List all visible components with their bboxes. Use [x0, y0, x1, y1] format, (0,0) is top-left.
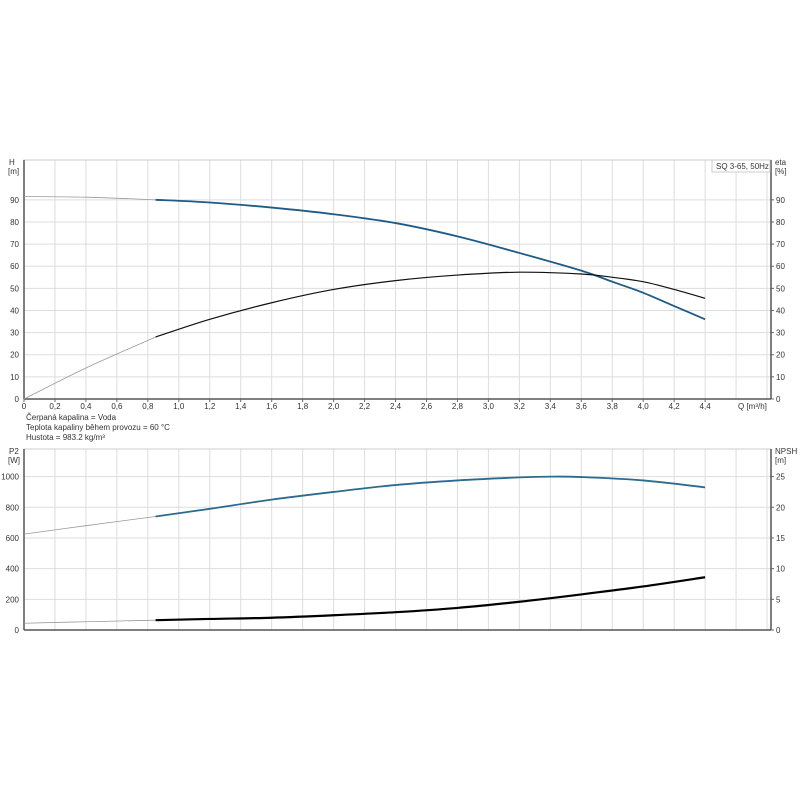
- x-tick-label: 2,2: [359, 402, 371, 411]
- y-tick-label-left: 70: [10, 240, 19, 249]
- x-tick-label: 0,2: [49, 402, 61, 411]
- plot-frame: [23, 159, 772, 400]
- y-tick-label-right: 25: [776, 473, 785, 482]
- y-tick-label-right: 40: [776, 306, 785, 315]
- fluid-type: Čerpaná kapalina = Voda: [26, 413, 117, 422]
- x-tick-label: 3,4: [545, 402, 557, 411]
- y-tick-label-left: 800: [6, 503, 20, 512]
- y-axis-label-right: NPSH: [775, 447, 797, 456]
- x-tick-label: 2,8: [452, 402, 464, 411]
- curve-npsh: [155, 576, 706, 622]
- x-tick-label: 0: [22, 402, 27, 411]
- x-tick-label: 1,8: [297, 402, 309, 411]
- curve-npsh-extrapolated: [23, 619, 156, 624]
- curve-p2-extrapolated: [23, 516, 156, 535]
- y-tick-label-left: 60: [10, 262, 19, 271]
- x-axis-label: Q [m³/h]: [738, 402, 767, 411]
- x-tick-label: 1,2: [204, 402, 216, 411]
- y-axis-label-right: eta: [775, 158, 787, 167]
- x-tick-label: 3,2: [514, 402, 526, 411]
- y-axis-label-left: P2: [9, 447, 19, 456]
- y-tick-label-right: 0: [776, 395, 781, 404]
- y-tick-label-right: 0: [776, 626, 781, 635]
- y-tick-label-right: 15: [776, 534, 785, 543]
- y-tick-label-right: 30: [776, 329, 785, 338]
- fluid-density: Hustota = 983.2 kg/m³: [26, 433, 105, 442]
- y-axis-unit-left: [m]: [8, 167, 19, 176]
- y-tick-label-left: 30: [10, 329, 19, 338]
- legend-label: SQ 3-65, 50Hz: [716, 162, 769, 171]
- x-tick-label: 3,8: [607, 402, 619, 411]
- y-tick-label-right: 50: [776, 284, 785, 293]
- curve-eta: [155, 271, 706, 338]
- y-tick-label-right: 60: [776, 262, 785, 271]
- x-tick-label: 1,0: [173, 402, 185, 411]
- y-tick-label-left: 40: [10, 306, 19, 315]
- y-tick-label-left: 0: [15, 395, 20, 404]
- y-tick-label-left: 200: [6, 595, 20, 604]
- x-tick-label: 4,0: [638, 402, 650, 411]
- y-tick-label-left: 600: [6, 534, 20, 543]
- y-tick-label-left: 50: [10, 284, 19, 293]
- x-tick-label: 4,2: [669, 402, 681, 411]
- x-tick-label: 0,8: [142, 402, 154, 411]
- x-tick-label: 4,4: [700, 402, 712, 411]
- y-tick-label-left: 80: [10, 218, 19, 227]
- y-tick-label-right: 10: [776, 373, 785, 382]
- y-tick-label-right: 20: [776, 503, 785, 512]
- y-tick-label-left: 0: [15, 626, 20, 635]
- x-tick-label: 2,0: [328, 402, 340, 411]
- y-tick-label-right: 5: [776, 595, 781, 604]
- x-tick-label: 3,6: [576, 402, 588, 411]
- curve-h-extrapolated: [23, 196, 156, 201]
- x-tick-label: 2,6: [421, 402, 433, 411]
- y-tick-label-left: 90: [10, 196, 19, 205]
- legend-box: [711, 159, 771, 173]
- x-tick-label: 1,4: [235, 402, 247, 411]
- y-axis-unit-left: [W]: [8, 456, 20, 465]
- curve-eta-extrapolated: [23, 336, 156, 400]
- y-axis-unit-right: [%]: [775, 167, 787, 176]
- fluid-temperature: Teplota kapaliny během provozu = 60 °C: [26, 423, 170, 432]
- y-tick-label-left: 20: [10, 351, 19, 360]
- y-tick-label-right: 90: [776, 196, 785, 205]
- y-axis-label-left: H: [9, 158, 15, 167]
- y-axis-unit-right: [m]: [775, 456, 786, 465]
- x-tick-label: 3,0: [483, 402, 495, 411]
- x-tick-label: 2,4: [390, 402, 402, 411]
- y-tick-label-right: 80: [776, 218, 785, 227]
- curve-h: [155, 198, 706, 321]
- y-tick-label-right: 20: [776, 351, 785, 360]
- y-tick-label-left: 400: [6, 565, 20, 574]
- y-tick-label-left: 1000: [1, 473, 19, 482]
- y-tick-label-left: 10: [10, 373, 19, 382]
- y-tick-label-right: 10: [776, 565, 785, 574]
- x-tick-label: 1,6: [266, 402, 278, 411]
- curve-p2: [155, 475, 706, 518]
- x-tick-label: 0,6: [111, 402, 123, 411]
- y-tick-label-right: 70: [776, 240, 785, 249]
- x-tick-label: 0,4: [80, 402, 92, 411]
- fluid-info: Čerpaná kapalina = Voda Teplota kapaliny…: [26, 413, 170, 443]
